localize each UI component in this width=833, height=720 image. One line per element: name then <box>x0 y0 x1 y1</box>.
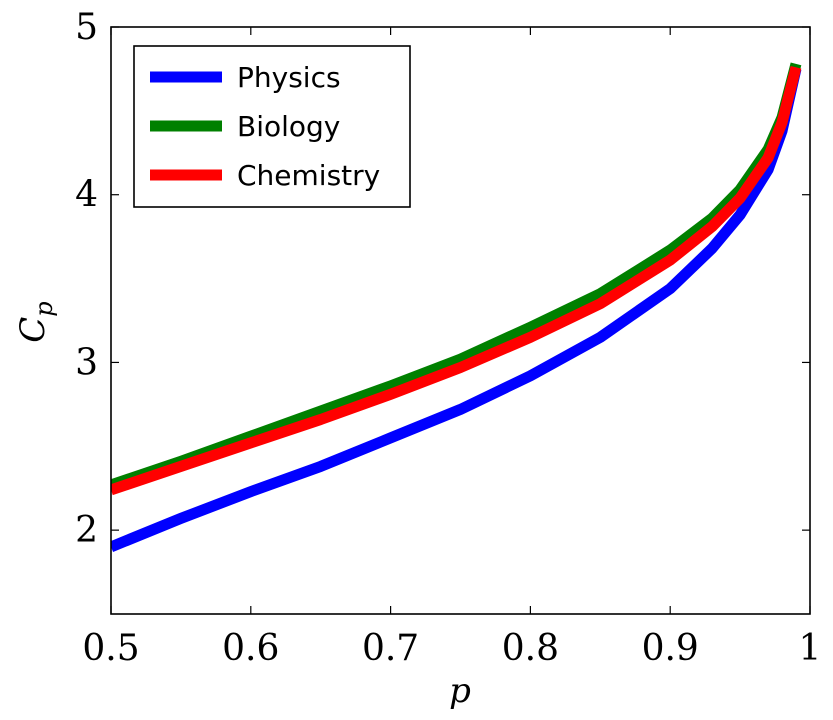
series-line-physics <box>111 67 802 552</box>
x-tick-label: 0.9 <box>642 628 699 669</box>
series-layer <box>111 62 802 552</box>
y-tick-label: 2 <box>75 510 98 551</box>
series-line-chemistry <box>111 65 802 496</box>
x-axis-label: p <box>449 671 471 711</box>
y-tick-label: 4 <box>75 175 98 216</box>
y-axis-label-subscript: p <box>30 301 58 316</box>
y-tick-label: 3 <box>75 342 98 383</box>
legend-label-biology: Biology <box>237 110 340 143</box>
y-tick-label: 5 <box>75 7 98 48</box>
legend: Physics Biology Chemistry <box>133 45 411 208</box>
x-tick-label: 0.7 <box>362 628 419 669</box>
y-axis-label: Cp <box>13 301 58 342</box>
x-tick-label: 0.6 <box>222 628 279 669</box>
ticks-layer: 0.5 0.6 0.7 0.8 0.9 1 2 3 4 5 <box>75 7 821 669</box>
plot-frame <box>110 26 811 615</box>
legend-label-physics: Physics <box>237 61 341 94</box>
y-axis-label-main: C <box>13 317 53 343</box>
x-tick-label: 1 <box>799 628 822 669</box>
x-tick-label: 0.8 <box>502 628 559 669</box>
legend-label-chemistry: Chemistry <box>237 159 380 192</box>
x-tick-label: 0.5 <box>82 628 139 669</box>
